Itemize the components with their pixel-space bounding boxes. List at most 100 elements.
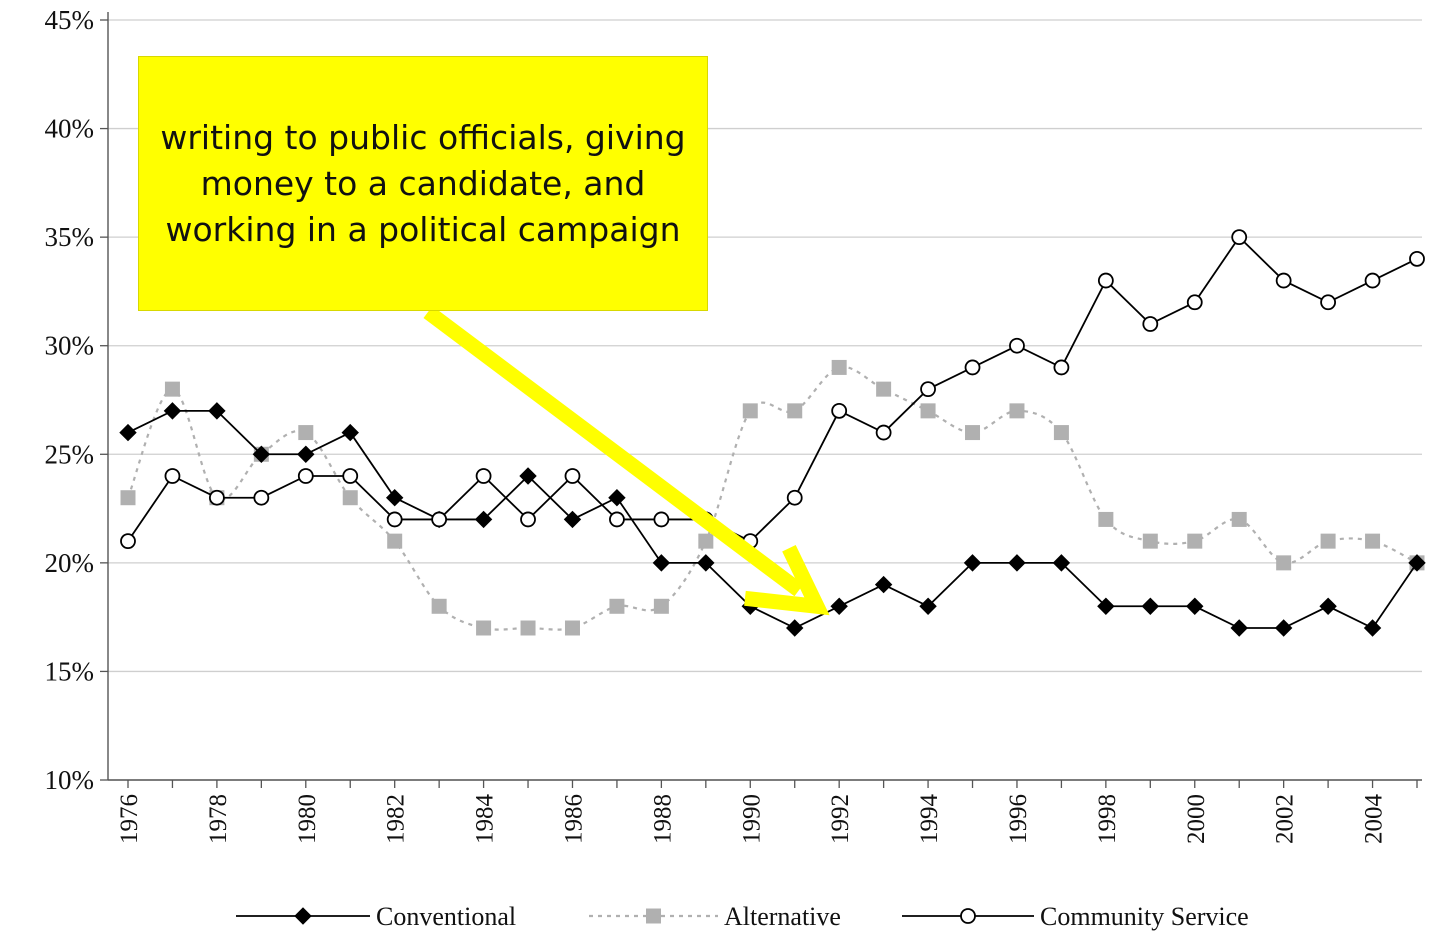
- y-tick-label: 30%: [45, 331, 95, 361]
- x-tick-label: 1976: [116, 794, 143, 844]
- x-tick-label: 2004: [1361, 794, 1388, 845]
- data-point: [252, 445, 271, 463]
- data-point: [519, 467, 537, 485]
- data-point: [1008, 554, 1026, 572]
- series-group: [119, 229, 1426, 637]
- y-tick-label: 25%: [45, 439, 95, 469]
- x-tick-label: 1978: [205, 794, 232, 844]
- data-point: [965, 425, 981, 441]
- data-point: [342, 490, 358, 506]
- data-point: [920, 381, 936, 398]
- data-point: [653, 511, 670, 528]
- data-point: [1053, 425, 1069, 441]
- data-point: [1052, 554, 1071, 572]
- x-tick-label: 1982: [383, 794, 410, 844]
- data-point: [964, 359, 981, 376]
- data-point: [1009, 403, 1025, 419]
- data-point: [609, 511, 625, 528]
- data-point: [1319, 597, 1337, 615]
- data-point: [120, 533, 136, 550]
- y-tick-label: 40%: [45, 114, 95, 144]
- data-point: [1276, 555, 1292, 571]
- data-point: [1364, 272, 1381, 289]
- axes: [100, 12, 1422, 788]
- data-point: [386, 511, 403, 528]
- data-point: [1186, 294, 1203, 311]
- data-point: [653, 598, 669, 614]
- data-point: [831, 402, 848, 419]
- data-point: [1098, 511, 1114, 527]
- data-point: [1142, 316, 1159, 332]
- data-point: [1141, 597, 1160, 615]
- data-point: [297, 445, 315, 463]
- data-point: [1009, 337, 1025, 354]
- data-point: [564, 468, 581, 484]
- data-point: [698, 533, 714, 549]
- data-point: [476, 620, 492, 636]
- data-point: [385, 489, 404, 507]
- y-tick-label: 45%: [45, 5, 95, 35]
- data-point: [208, 489, 225, 506]
- data-point: [608, 489, 626, 507]
- data-point: [697, 554, 715, 572]
- annotation-arrow-shaft: [423, 306, 804, 597]
- data-point: [876, 381, 892, 397]
- x-tick-labels: 1976 1978 1980 1982 1984 1986 1988 1990 1992 1994…: [116, 794, 1388, 845]
- data-point: [1097, 597, 1115, 615]
- data-point: [875, 424, 892, 441]
- data-point: [1053, 359, 1070, 376]
- data-point: [297, 468, 314, 484]
- data-point: [253, 489, 270, 506]
- x-tick-label: 1994: [916, 794, 943, 845]
- data-point: [164, 381, 180, 397]
- data-point: [1363, 619, 1382, 637]
- legend: Conventional Alternative Community Service: [236, 902, 1249, 931]
- data-point: [609, 598, 625, 614]
- legend-label: Community Service: [1040, 902, 1249, 931]
- data-point: [163, 402, 182, 420]
- y-tick-label: 10%: [45, 765, 95, 795]
- data-point: [1230, 619, 1248, 637]
- data-point: [1408, 554, 1426, 572]
- data-point: [960, 908, 976, 924]
- data-point: [963, 554, 982, 572]
- x-tick-label: 2000: [1183, 794, 1210, 844]
- series-conventional: [119, 402, 1426, 637]
- legend-item-alternative: Alternative: [589, 902, 841, 931]
- data-point: [1275, 272, 1292, 289]
- data-point: [431, 598, 447, 614]
- data-point: [474, 510, 493, 529]
- data-point: [787, 403, 803, 419]
- y-tick-label: 15%: [45, 656, 95, 686]
- x-tick-label: 1998: [1094, 794, 1121, 844]
- data-point: [786, 619, 804, 637]
- data-point: [520, 511, 536, 528]
- x-tick-label: 1980: [294, 794, 321, 844]
- data-point: [294, 907, 312, 925]
- annotation-arrow: [423, 306, 830, 616]
- legend-item-conventional: Conventional: [236, 902, 516, 931]
- data-point: [646, 908, 661, 924]
- data-point: [564, 620, 580, 636]
- series-line: [127, 409, 1418, 630]
- data-point: [1186, 597, 1204, 615]
- data-point: [920, 403, 936, 419]
- data-point: [342, 468, 359, 484]
- data-point: [830, 597, 848, 615]
- data-point: [387, 533, 403, 549]
- legend-item-community-service: Community Service: [902, 902, 1249, 931]
- data-point: [164, 468, 181, 484]
- x-tick-label: 1988: [649, 794, 676, 844]
- x-tick-label: 1990: [738, 794, 765, 844]
- data-point: [1231, 511, 1247, 527]
- data-point: [563, 510, 582, 529]
- annotation-text: writing to public officials, giving mone…: [160, 117, 686, 249]
- data-point: [1274, 619, 1293, 637]
- legend-label: Conventional: [376, 902, 516, 931]
- data-point: [919, 597, 937, 615]
- annotation-arrow-head: [744, 545, 830, 616]
- data-point: [475, 468, 492, 484]
- x-tick-label: 1996: [1005, 794, 1032, 844]
- y-tick-label: 20%: [45, 548, 95, 578]
- data-point: [120, 490, 136, 506]
